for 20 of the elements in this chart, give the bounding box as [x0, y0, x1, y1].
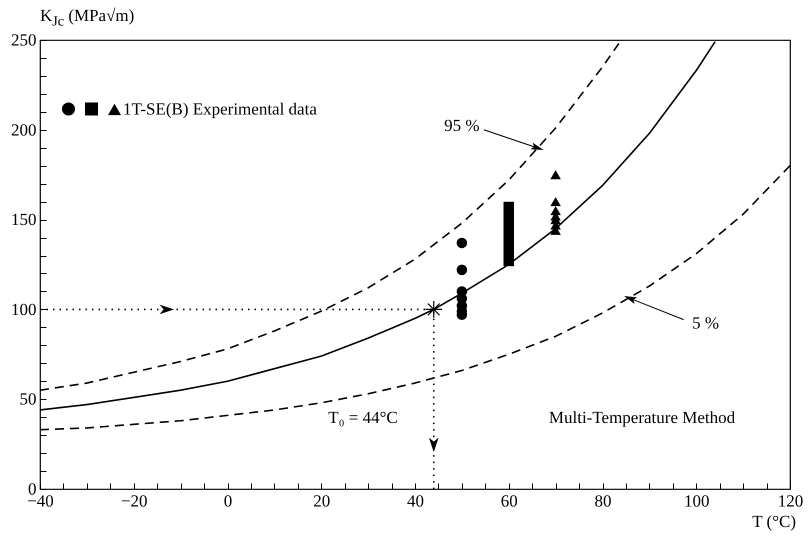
x-tick-label: 120: [778, 492, 804, 510]
y-tick-label: 150: [11, 210, 36, 230]
x-tick-label: 100: [684, 492, 710, 510]
annotation: 5 %: [692, 314, 720, 333]
y-tick-label: 200: [11, 120, 36, 140]
y-axis-title: K$_{Jc}$ (MPa√m): [40, 6, 134, 30]
y-tick-label: 100: [11, 300, 36, 319]
x-tick-label: 0: [224, 492, 232, 510]
annotation: 95 %: [444, 116, 480, 135]
x-tick-label: 80: [594, 492, 612, 510]
x-tick-label: 20: [313, 492, 330, 510]
x-axis-title: T (°C): [752, 512, 796, 532]
annotation: Multi-Temperature Method: [548, 408, 736, 427]
y-tick-label: 50: [20, 390, 36, 409]
x-tick-label: 40: [407, 492, 424, 510]
y-tick-label: 250: [11, 30, 36, 50]
x-tick-label: −20: [120, 492, 148, 510]
legend-title: 1T-SE(B) Experimental data: [123, 99, 318, 118]
x-tick-label: 60: [500, 492, 518, 510]
annotation: T₀ = 44°C: [328, 408, 398, 427]
